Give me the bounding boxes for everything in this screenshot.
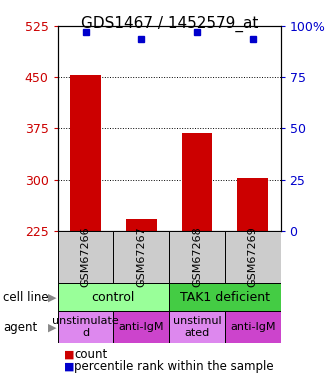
Text: percentile rank within the sample: percentile rank within the sample xyxy=(74,360,274,373)
Text: ▶: ▶ xyxy=(48,292,56,302)
Text: GSM67268: GSM67268 xyxy=(192,226,202,287)
Bar xyxy=(58,231,114,283)
Bar xyxy=(58,311,114,343)
Text: GSM67266: GSM67266 xyxy=(81,226,91,287)
Bar xyxy=(70,75,101,231)
Bar xyxy=(169,283,280,311)
Text: GSM67269: GSM67269 xyxy=(248,226,258,287)
Bar xyxy=(169,231,225,283)
Text: count: count xyxy=(74,348,108,361)
Text: TAK1 deficient: TAK1 deficient xyxy=(180,291,270,304)
Text: ▶: ▶ xyxy=(48,322,56,332)
Text: agent: agent xyxy=(3,321,38,334)
Bar xyxy=(237,178,268,231)
Bar xyxy=(126,219,157,231)
Text: ■: ■ xyxy=(64,362,75,372)
Text: GDS1467 / 1452579_at: GDS1467 / 1452579_at xyxy=(81,16,259,32)
Bar xyxy=(58,283,169,311)
Bar xyxy=(114,231,169,283)
Text: ■: ■ xyxy=(64,350,75,359)
Text: unstimul
ated: unstimul ated xyxy=(173,316,221,338)
Text: cell line: cell line xyxy=(3,291,49,304)
Text: control: control xyxy=(92,291,135,304)
Text: GSM67267: GSM67267 xyxy=(136,226,146,287)
Text: unstimulate
d: unstimulate d xyxy=(52,316,119,338)
Bar xyxy=(169,311,225,343)
Bar xyxy=(225,311,280,343)
Bar xyxy=(114,311,169,343)
Text: anti-IgM: anti-IgM xyxy=(230,322,276,332)
Bar xyxy=(225,231,280,283)
Bar xyxy=(182,133,212,231)
Text: anti-IgM: anti-IgM xyxy=(118,322,164,332)
